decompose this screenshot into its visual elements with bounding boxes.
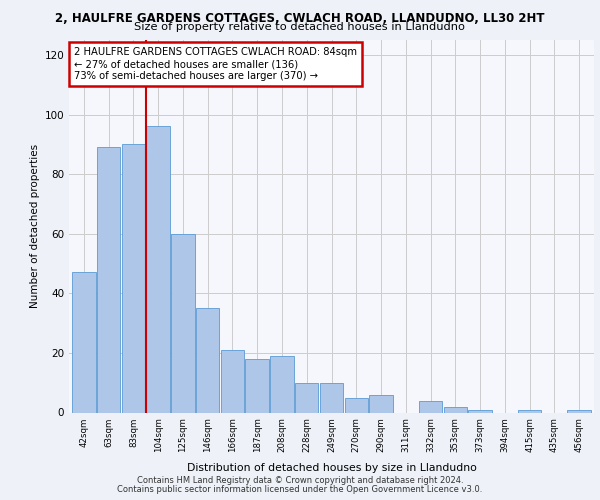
Bar [122, 144, 145, 412]
Bar [245, 359, 269, 412]
Bar [295, 382, 319, 412]
X-axis label: Distribution of detached houses by size in Llandudno: Distribution of detached houses by size … [187, 464, 476, 473]
Y-axis label: Number of detached properties: Number of detached properties [30, 144, 40, 308]
Bar [196, 308, 220, 412]
Bar [344, 398, 368, 412]
Bar [146, 126, 170, 412]
Bar [97, 148, 121, 412]
Bar [568, 410, 591, 412]
Bar [320, 382, 343, 412]
Bar [443, 406, 467, 412]
Bar [221, 350, 244, 412]
Bar [369, 394, 393, 412]
Text: Contains public sector information licensed under the Open Government Licence v3: Contains public sector information licen… [118, 485, 482, 494]
Text: 2, HAULFRE GARDENS COTTAGES, CWLACH ROAD, LLANDUDNO, LL30 2HT: 2, HAULFRE GARDENS COTTAGES, CWLACH ROAD… [55, 12, 545, 25]
Bar [72, 272, 95, 412]
Bar [419, 400, 442, 412]
Bar [518, 410, 541, 412]
Text: 2 HAULFRE GARDENS COTTAGES CWLACH ROAD: 84sqm
← 27% of detached houses are small: 2 HAULFRE GARDENS COTTAGES CWLACH ROAD: … [74, 48, 357, 80]
Bar [469, 410, 492, 412]
Bar [171, 234, 194, 412]
Text: Size of property relative to detached houses in Llandudno: Size of property relative to detached ho… [134, 22, 466, 32]
Bar [270, 356, 294, 412]
Text: Contains HM Land Registry data © Crown copyright and database right 2024.: Contains HM Land Registry data © Crown c… [137, 476, 463, 485]
